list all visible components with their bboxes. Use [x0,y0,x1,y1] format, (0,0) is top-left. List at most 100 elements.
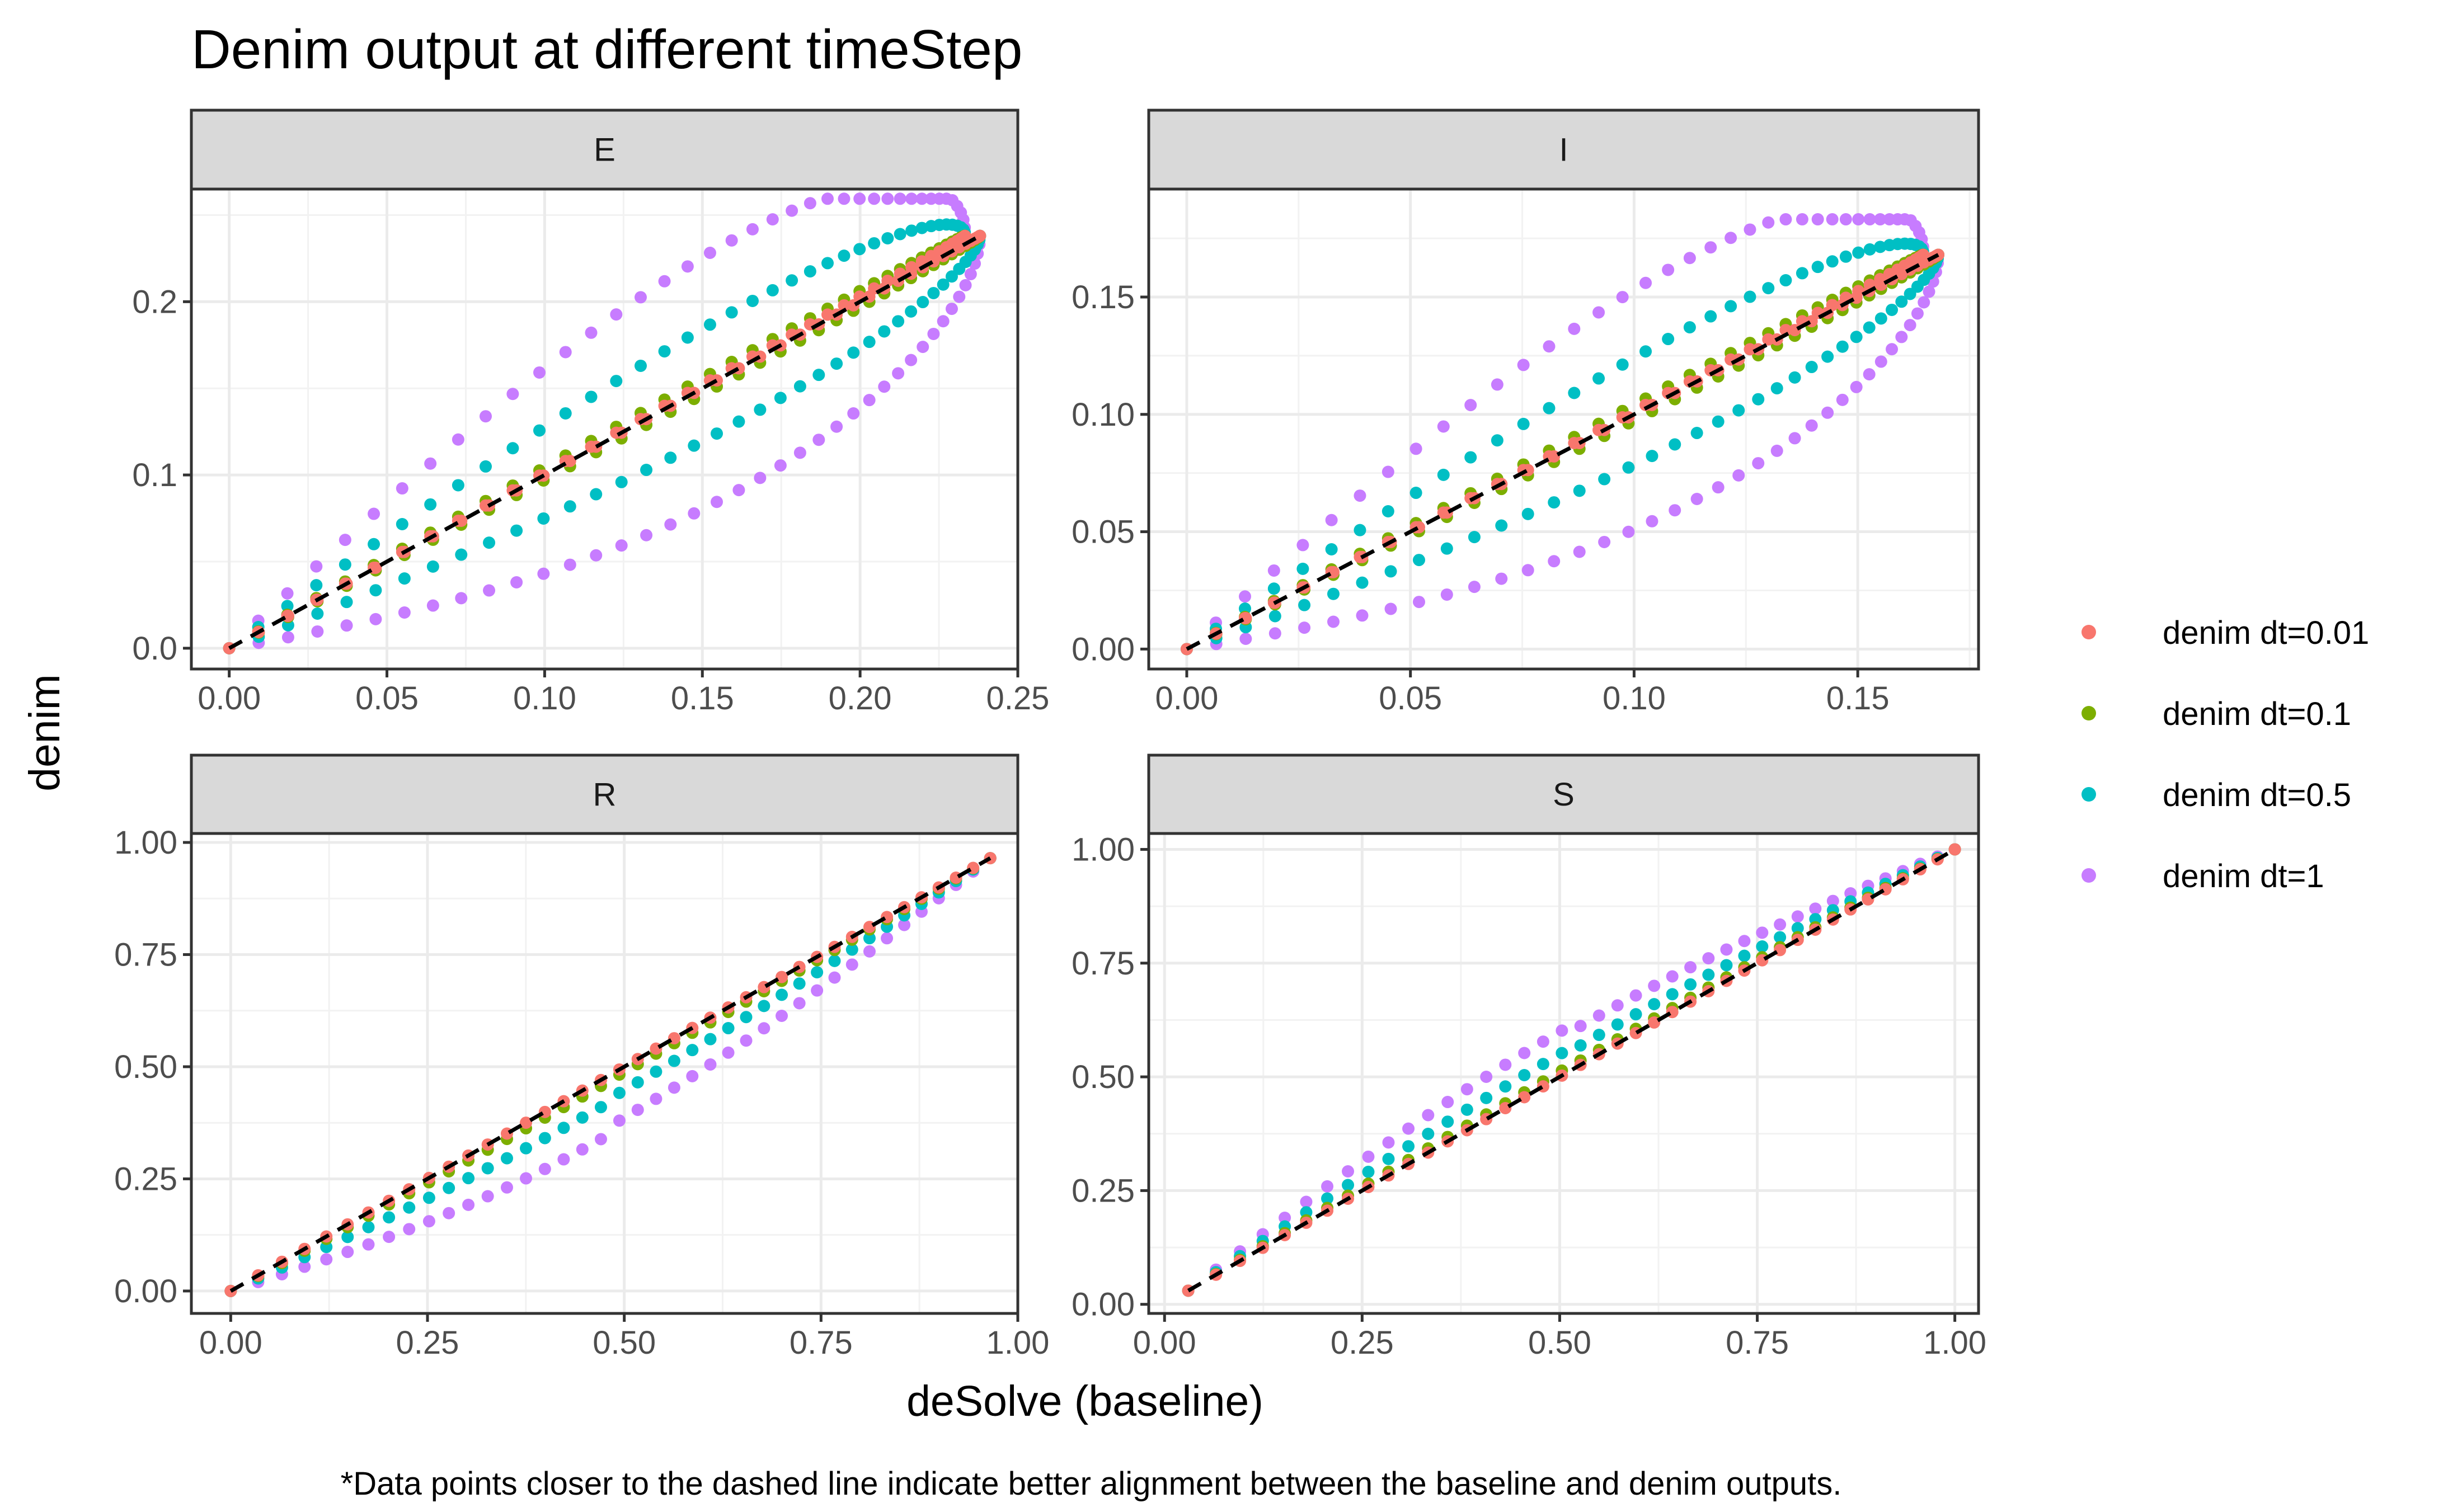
data-point [1521,564,1534,577]
data-point [1712,481,1725,494]
x-axis-title: deSolve (baseline) [906,1377,1263,1425]
x-tick-label: 0.20 [829,680,892,717]
legend-key [2081,787,2096,802]
data-point [688,439,701,452]
data-point [1770,444,1783,457]
x-tick-label: 0.50 [593,1325,656,1361]
data-point [1521,507,1534,520]
data-point [1543,402,1556,414]
data-point [455,592,468,605]
data-point [774,459,787,472]
y-tick-label: 0.15 [1072,279,1135,315]
legend-label: denim dt=0.5 [2163,777,2351,813]
data-point [1548,555,1561,568]
data-point [1923,285,1935,298]
data-point [774,392,787,404]
data-point [1684,961,1697,974]
data-point [368,507,380,520]
y-tick-label: 0.00 [1072,1287,1135,1323]
data-point [1518,1069,1531,1082]
data-point [1468,581,1481,594]
data-point [1279,1212,1291,1224]
data-point [1646,515,1658,527]
data-point [563,558,576,571]
x-tick-label: 0.10 [513,680,576,717]
data-point [711,427,723,440]
data-point [658,275,671,288]
data-point [1409,487,1422,500]
data-point [1460,1083,1473,1096]
data-point [668,1081,680,1094]
data-point [974,229,986,242]
data-point [462,1198,475,1211]
data-point [853,243,866,256]
data-point [688,507,701,520]
data-point [383,1211,396,1224]
y-tick-label: 0.50 [1072,1059,1135,1095]
legend-label: denim dt=0.1 [2163,696,2351,732]
data-point [1788,371,1801,384]
data-point [1437,506,1450,519]
data-point [1821,406,1834,419]
data-point [506,442,519,455]
data-point [1441,1096,1454,1109]
data-point [479,410,492,423]
chart-caption: *Data points closer to the dashed line i… [341,1466,1842,1502]
plot-area [1149,189,1979,669]
data-point [1356,609,1369,622]
data-point [958,229,971,242]
data-point [424,457,437,470]
data-points [1180,213,1945,656]
data-point [1402,1140,1415,1153]
data-point [821,308,834,321]
data-point [506,388,519,401]
data-point [754,472,767,484]
data-point [443,1181,455,1194]
data-point [776,1010,788,1023]
data-point [838,299,851,312]
data-point [1592,306,1605,319]
data-point [1468,531,1481,544]
data-point [1568,437,1581,450]
data-point [1839,213,1852,226]
data-point [703,318,716,331]
data-point [905,224,918,237]
data-point [881,932,894,945]
data-point [1669,504,1681,517]
data-point [1811,213,1824,226]
data-point [1440,542,1453,555]
data-point [1321,1192,1334,1205]
data-point [1639,276,1652,289]
data-point [1412,596,1425,609]
data-point [1648,979,1661,992]
data-point [1491,378,1503,391]
data-point [838,249,851,262]
data-point [455,548,468,561]
data-point [766,284,779,296]
data-point [1895,295,1908,308]
data-point [613,1086,626,1099]
x-tick-label: 0.75 [1726,1325,1789,1361]
data-point [863,394,876,407]
data-point [594,1101,607,1114]
data-point [1592,372,1605,385]
data-point [811,984,824,997]
data-point [821,257,834,270]
facet-strip-label: E [594,132,615,168]
data-point [538,1132,551,1144]
data-point [1752,457,1765,470]
data-point [1412,554,1425,567]
data-point [1611,1018,1624,1031]
data-point [362,1238,375,1251]
data-point [1574,1039,1587,1052]
data-point [868,192,881,205]
data-point [1568,387,1581,399]
data-point [538,1162,551,1175]
data-point [1774,918,1787,931]
data-point [340,619,353,632]
data-point [1537,1035,1549,1048]
data-point [1611,999,1624,1012]
chart-title: Denim output at different timeStep [191,18,1022,80]
data-point [1863,321,1876,334]
